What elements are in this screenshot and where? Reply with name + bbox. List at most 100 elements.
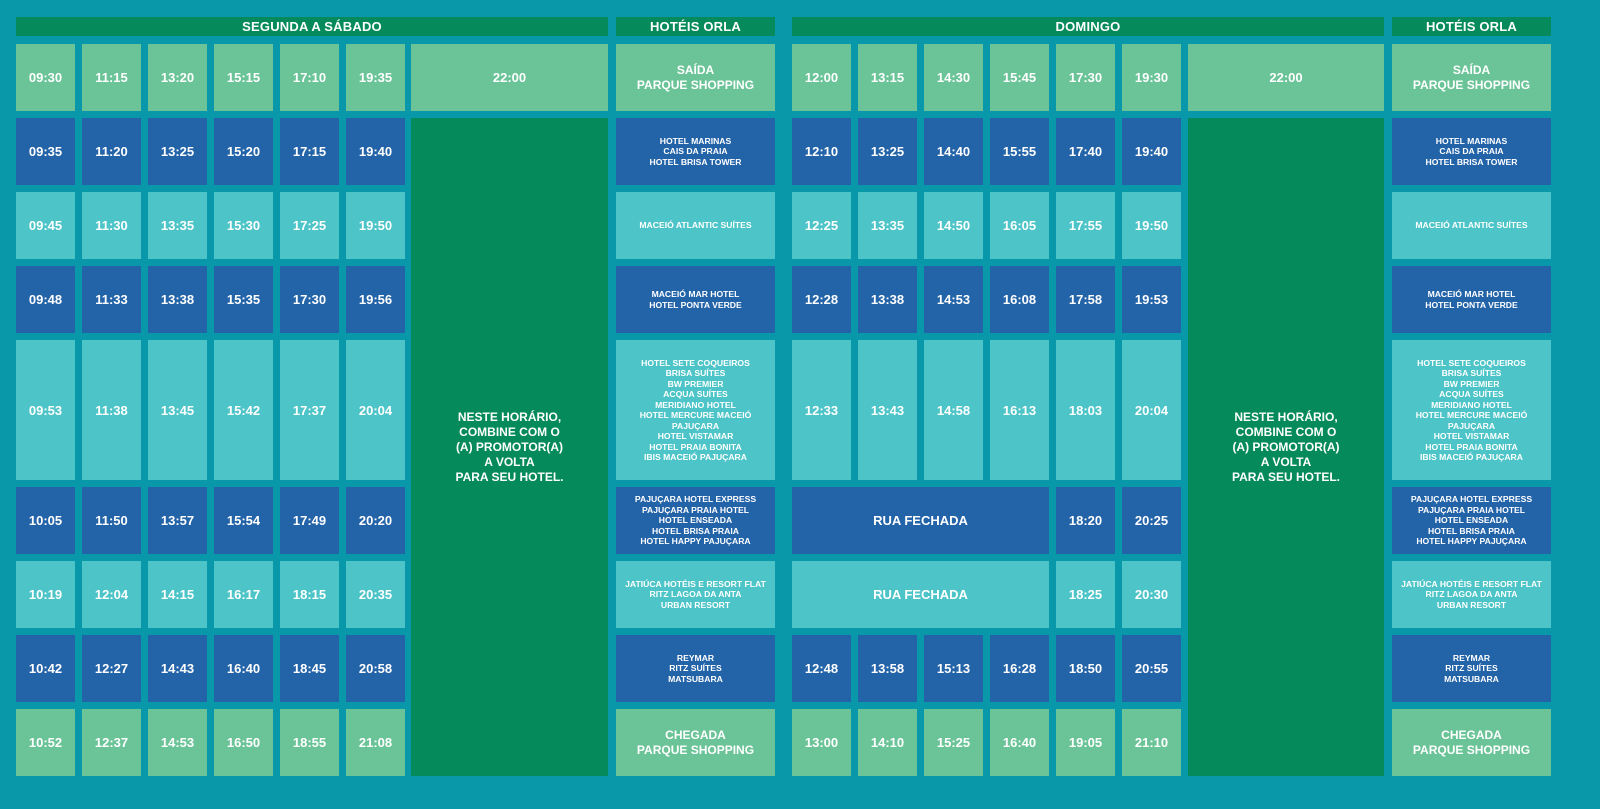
weekday-time-cell: 13:45 <box>148 340 207 480</box>
sunday-time-cell: 13:15 <box>858 44 917 111</box>
weekday-time-cell: 19:40 <box>346 118 405 185</box>
weekday-time-cell: 12:27 <box>82 635 141 702</box>
sunday-time-cell: 14:30 <box>924 44 983 111</box>
sunday-time-cell: 20:04 <box>1122 340 1181 480</box>
section-header-hotels: HOTÉIS ORLA <box>1392 17 1551 36</box>
weekday-time-cell: 14:15 <box>148 561 207 628</box>
sunday-time-cell: 18:03 <box>1056 340 1115 480</box>
stop-label: CHEGADA PARQUE SHOPPING <box>616 709 775 776</box>
sunday-time-cell: 19:05 <box>1056 709 1115 776</box>
sunday-time-cell: 18:25 <box>1056 561 1115 628</box>
weekday-time-cell: 19:50 <box>346 192 405 259</box>
sunday-time-cell: 20:25 <box>1122 487 1181 554</box>
weekday-time-cell: 15:42 <box>214 340 273 480</box>
weekday-time-cell: 18:45 <box>280 635 339 702</box>
sunday-time-cell: 14:40 <box>924 118 983 185</box>
stop-label: REYMAR RITZ SUÍTES MATSUBARA <box>1392 635 1551 702</box>
promoter-note: NESTE HORÁRIO, COMBINE COM O (A) PROMOTO… <box>411 118 608 776</box>
weekday-time-cell: 10:19 <box>16 561 75 628</box>
sunday-time-cell: 18:50 <box>1056 635 1115 702</box>
stop-label: HOTEL SETE COQUEIROS BRISA SUÍTES BW PRE… <box>616 340 775 480</box>
weekday-time-cell: 17:30 <box>280 266 339 333</box>
sunday-time-cell: 16:05 <box>990 192 1049 259</box>
weekday-time-cell: 10:05 <box>16 487 75 554</box>
sunday-time-cell: 16:13 <box>990 340 1049 480</box>
stop-label: MACEIÓ ATLANTIC SUÍTES <box>1392 192 1551 259</box>
weekday-time-cell: 16:50 <box>214 709 273 776</box>
sunday-time-cell: 16:28 <box>990 635 1049 702</box>
section-header-sunday: DOMINGO <box>792 17 1384 36</box>
stop-label: PAJUÇARA HOTEL EXPRESS PAJUÇARA PRAIA HO… <box>1392 487 1551 554</box>
sunday-time-cell: 20:30 <box>1122 561 1181 628</box>
weekday-time-cell: 11:50 <box>82 487 141 554</box>
weekday-time-cell: 17:15 <box>280 118 339 185</box>
weekday-time-cell: 20:35 <box>346 561 405 628</box>
stop-label: REYMAR RITZ SUÍTES MATSUBARA <box>616 635 775 702</box>
sunday-time-cell: 16:40 <box>990 709 1049 776</box>
weekday-time-cell: 19:35 <box>346 44 405 111</box>
weekday-time-cell: 21:08 <box>346 709 405 776</box>
sunday-time-cell: 17:55 <box>1056 192 1115 259</box>
sunday-time-cell: 13:38 <box>858 266 917 333</box>
sunday-time-cell: 19:40 <box>1122 118 1181 185</box>
stop-label: SAÍDA PARQUE SHOPPING <box>1392 44 1551 111</box>
section-header-weekday: SEGUNDA A SÁBADO <box>16 17 608 36</box>
weekday-time-cell: 18:15 <box>280 561 339 628</box>
sunday-time-cell: 21:10 <box>1122 709 1181 776</box>
sunday-time-cell: 12:25 <box>792 192 851 259</box>
weekday-time-cell: 09:30 <box>16 44 75 111</box>
stop-label: JATIÚCA HOTÉIS E RESORT FLAT RITZ LAGOA … <box>616 561 775 628</box>
sunday-time-cell: 17:58 <box>1056 266 1115 333</box>
weekday-time-cell: 13:57 <box>148 487 207 554</box>
stop-label: JATIÚCA HOTÉIS E RESORT FLAT RITZ LAGOA … <box>1392 561 1551 628</box>
weekday-time-cell: 09:48 <box>16 266 75 333</box>
stop-label: MACEIÓ MAR HOTEL HOTEL PONTA VERDE <box>616 266 775 333</box>
sunday-time-cell: 14:50 <box>924 192 983 259</box>
sunday-time-cell: 12:48 <box>792 635 851 702</box>
sunday-time-cell: 15:55 <box>990 118 1049 185</box>
stop-label: MACEIÓ MAR HOTEL HOTEL PONTA VERDE <box>1392 266 1551 333</box>
sunday-last-time-cell: 22:00 <box>1188 44 1384 111</box>
section-header-hotels: HOTÉIS ORLA <box>616 17 775 36</box>
weekday-time-cell: 14:53 <box>148 709 207 776</box>
weekday-time-cell: 16:17 <box>214 561 273 628</box>
weekday-time-cell: 15:15 <box>214 44 273 111</box>
sunday-time-cell: 15:13 <box>924 635 983 702</box>
sunday-time-cell: 13:58 <box>858 635 917 702</box>
weekday-time-cell: 17:10 <box>280 44 339 111</box>
weekday-time-cell: 19:56 <box>346 266 405 333</box>
weekday-time-cell: 13:20 <box>148 44 207 111</box>
sunday-time-cell: 17:30 <box>1056 44 1115 111</box>
sunday-time-cell: 13:25 <box>858 118 917 185</box>
stop-label: MACEIÓ ATLANTIC SUÍTES <box>616 192 775 259</box>
weekday-time-cell: 20:20 <box>346 487 405 554</box>
road-closed-cell: RUA FECHADA <box>792 487 1049 554</box>
sunday-time-cell: 15:45 <box>990 44 1049 111</box>
sunday-time-cell: 14:58 <box>924 340 983 480</box>
weekday-time-cell: 10:52 <box>16 709 75 776</box>
weekday-time-cell: 17:37 <box>280 340 339 480</box>
weekday-time-cell: 10:42 <box>16 635 75 702</box>
promoter-note: NESTE HORÁRIO, COMBINE COM O (A) PROMOTO… <box>1188 118 1384 776</box>
sunday-time-cell: 19:30 <box>1122 44 1181 111</box>
weekday-time-cell: 13:35 <box>148 192 207 259</box>
sunday-time-cell: 19:50 <box>1122 192 1181 259</box>
sunday-time-cell: 14:53 <box>924 266 983 333</box>
weekday-time-cell: 18:55 <box>280 709 339 776</box>
sunday-time-cell: 12:28 <box>792 266 851 333</box>
sunday-time-cell: 14:10 <box>858 709 917 776</box>
stop-label: HOTEL SETE COQUEIROS BRISA SUÍTES BW PRE… <box>1392 340 1551 480</box>
sunday-time-cell: 13:00 <box>792 709 851 776</box>
weekday-time-cell: 11:38 <box>82 340 141 480</box>
weekday-time-cell: 17:25 <box>280 192 339 259</box>
sunday-time-cell: 13:43 <box>858 340 917 480</box>
weekday-time-cell: 11:15 <box>82 44 141 111</box>
weekday-time-cell: 15:35 <box>214 266 273 333</box>
weekday-time-cell: 15:54 <box>214 487 273 554</box>
sunday-time-cell: 15:25 <box>924 709 983 776</box>
sunday-time-cell: 20:55 <box>1122 635 1181 702</box>
sunday-time-cell: 12:00 <box>792 44 851 111</box>
weekday-time-cell: 13:25 <box>148 118 207 185</box>
weekday-time-cell: 14:43 <box>148 635 207 702</box>
